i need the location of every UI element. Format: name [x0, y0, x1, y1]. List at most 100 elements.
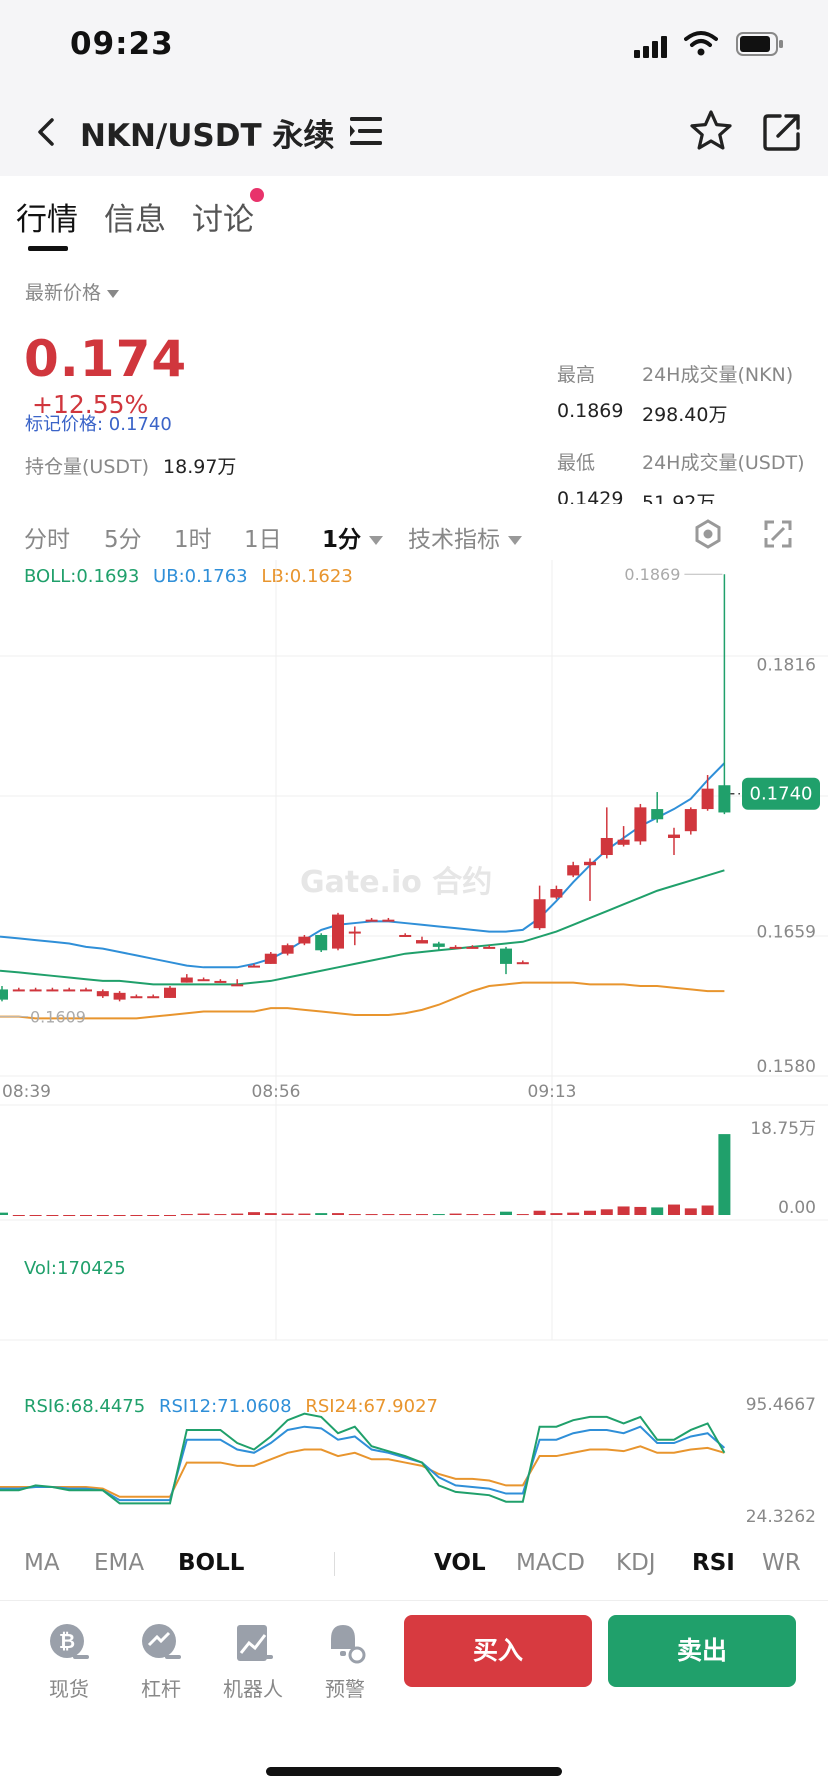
tech-indicator-dropdown[interactable]: 技术指标 — [408, 520, 522, 554]
back-arrow-icon[interactable] — [28, 112, 68, 152]
tab-discussion[interactable]: 讨论 — [192, 202, 254, 238]
period-1d[interactable]: 1日 — [244, 527, 282, 553]
share-icon[interactable] — [760, 110, 804, 154]
tool-margin-label: 杠杆 — [141, 1677, 181, 1701]
rsi-pane: 95.4667 24.3262 — [0, 1395, 816, 1527]
volume-bar — [533, 1210, 546, 1215]
volume-bar — [550, 1213, 563, 1215]
latest-price-selector[interactable]: 最新价格 — [25, 278, 120, 305]
battery-icon — [736, 32, 783, 56]
caret-down-icon — [107, 289, 120, 298]
candle-body — [80, 989, 92, 992]
tool-margin[interactable]: 杠杆 — [116, 1621, 206, 1702]
candle-body — [147, 996, 160, 999]
tab-market[interactable]: 行情 — [16, 202, 78, 238]
ind-ema[interactable]: EMA — [94, 1550, 145, 1576]
period-1m-label: 1分 — [322, 527, 362, 553]
tool-spot[interactable]: ₿ 现货 — [24, 1621, 114, 1702]
volume-bar — [617, 1206, 630, 1215]
candle-body — [416, 940, 428, 944]
ind-kdj[interactable]: KDJ — [616, 1550, 656, 1576]
volume-bar — [634, 1206, 647, 1215]
volume-bar — [668, 1204, 680, 1215]
volume-bar — [449, 1213, 462, 1215]
volume-bar — [416, 1214, 428, 1216]
ind-wr[interactable]: WR — [762, 1550, 801, 1576]
sell-button[interactable]: 卖出 — [608, 1615, 796, 1687]
candle-body — [382, 919, 395, 922]
last-price: 0.174 — [24, 330, 188, 388]
boll-mid-value: BOLL:0.1693 — [24, 566, 140, 587]
boll-lb-line — [0, 981, 725, 1020]
volume-bar — [332, 1213, 344, 1215]
candle-body — [634, 807, 647, 842]
candle-body — [46, 989, 59, 992]
tool-spot-label: 现货 — [49, 1677, 89, 1701]
wifi-icon — [684, 31, 718, 56]
period-5m[interactable]: 5分 — [104, 527, 142, 553]
candle-body — [315, 934, 328, 951]
buy-button[interactable]: 买入 — [404, 1615, 592, 1687]
period-timeshare[interactable]: 分时 — [24, 527, 70, 553]
low-marker-label: 0.1609 — [30, 1008, 86, 1027]
chart-settings-icon[interactable] — [692, 518, 724, 550]
favorite-star-icon[interactable] — [688, 108, 734, 154]
rsi6-label: RSI6:68.4475 — [24, 1396, 145, 1417]
candle-body — [651, 809, 664, 820]
pair-list-icon[interactable] — [348, 114, 384, 148]
ind-boll[interactable]: BOLL — [178, 1550, 245, 1576]
price-panel: 最新价格 0.174 +12.55% 标记价格: 0.1740 持仓量(USDT… — [0, 270, 828, 510]
candle-body — [567, 865, 580, 876]
volume-bar — [516, 1214, 529, 1216]
volume-bar — [63, 1215, 76, 1216]
candle-body — [130, 996, 143, 999]
candle-body — [63, 989, 76, 992]
ind-rsi[interactable]: RSI — [692, 1550, 735, 1576]
period-1m-dropdown[interactable]: 1分 — [322, 520, 384, 554]
candle-body — [231, 984, 244, 987]
ind-macd[interactable]: MACD — [516, 1550, 585, 1576]
period-1h[interactable]: 1时 — [174, 527, 212, 553]
volume-bar — [432, 1214, 445, 1216]
y-tick-label: 0.1580 — [757, 1057, 816, 1077]
volume-bar — [147, 1215, 160, 1216]
ind-vol[interactable]: VOL — [434, 1550, 486, 1576]
volume-bar — [80, 1215, 92, 1216]
rsi24-line — [0, 1445, 725, 1498]
svg-text:₿: ₿ — [59, 1629, 75, 1653]
pair-title[interactable]: NKN/USDT 永续 — [80, 118, 335, 154]
alert-icon — [331, 1625, 366, 1664]
notification-dot — [250, 188, 264, 202]
open-interest-label: 持仓量(USDT) — [25, 456, 150, 478]
volume-bar — [567, 1212, 580, 1215]
watermark-text: Gate.io 合约 — [300, 865, 492, 900]
fullscreen-icon[interactable] — [762, 518, 794, 550]
volume-bar — [348, 1214, 361, 1216]
volume-bar — [584, 1210, 596, 1215]
tool-robot[interactable]: 机器人 — [208, 1621, 298, 1702]
boll-lb-value: LB:0.1623 — [261, 566, 353, 587]
candle-body — [348, 931, 361, 934]
volume-bar — [315, 1213, 328, 1215]
tool-alert[interactable]: 预警 — [300, 1621, 390, 1702]
rsi-y-tick: 24.3262 — [746, 1507, 816, 1527]
volume-bar — [382, 1214, 395, 1216]
period-bar: 分时 5分 1时 1日 1分 技术指标 — [0, 510, 828, 558]
candle-body — [668, 834, 680, 838]
boll-mid-line — [0, 869, 725, 986]
margin-icon — [142, 1624, 181, 1659]
volume-bar — [12, 1215, 25, 1216]
caret-down-icon — [369, 536, 384, 545]
vol-usdt-value: 51.92万 — [642, 492, 716, 504]
rsi12-line — [0, 1425, 726, 1502]
volume-bar — [399, 1214, 412, 1216]
change-percent: +12.55% — [32, 390, 149, 419]
volume-bar — [180, 1214, 193, 1216]
high-label: 最高 — [557, 364, 596, 386]
ind-ma[interactable]: MA — [24, 1550, 60, 1576]
volume-bar — [365, 1214, 378, 1216]
tab-info[interactable]: 信息 — [104, 202, 166, 238]
candle-body — [264, 953, 277, 964]
volume-bar — [96, 1215, 109, 1216]
